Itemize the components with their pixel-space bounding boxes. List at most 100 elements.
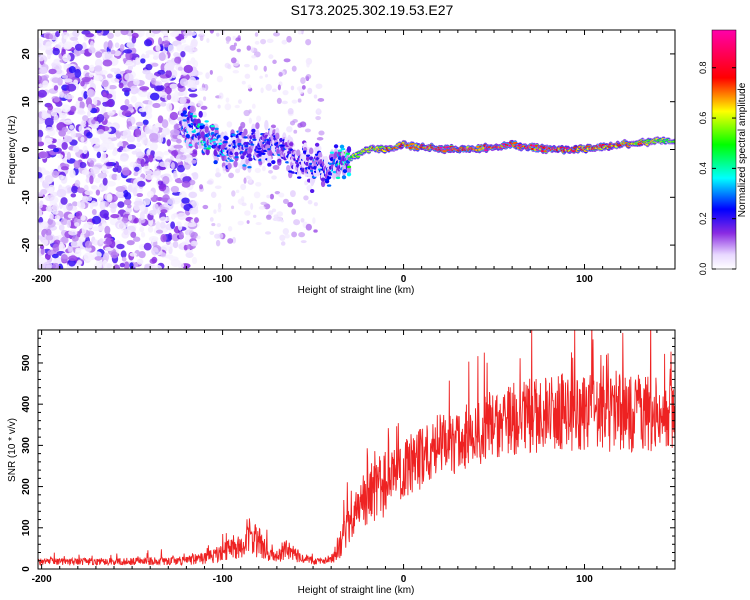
heatmap-cell: [57, 154, 64, 159]
heatmap-cell: [251, 128, 256, 133]
heatmap-cell: [203, 96, 207, 101]
snr-ytick-label: 100: [21, 519, 32, 536]
heatmap-cell: [59, 112, 67, 119]
heatmap-cell: [166, 139, 171, 147]
heatmap-cell: [173, 51, 180, 58]
heatmap-cell: [275, 132, 280, 140]
heatmap-cell: [115, 190, 124, 198]
heatmap-cell: [135, 121, 144, 127]
heatmap-cell: [121, 110, 132, 117]
heatmap-cell: [66, 151, 72, 161]
heatmap-cell: [134, 166, 140, 172]
heatmap-cell: [253, 214, 257, 218]
heatmap-cell: [206, 38, 210, 43]
heatmap-cell: [197, 100, 204, 107]
heatmap-cell: [63, 41, 73, 50]
heatmap-cell: [38, 75, 43, 83]
heatmap-cell: [291, 208, 297, 215]
heatmap-cell: [277, 158, 282, 163]
heatmap-cell: [179, 78, 189, 87]
heatmap-cell: [45, 30, 56, 33]
heatmap-cell: [100, 219, 106, 225]
heatmap-cell: [442, 150, 447, 153]
heatmap-cell: [138, 251, 146, 259]
heatmap-cell: [47, 217, 53, 225]
heatmap-cell: [51, 77, 61, 84]
heatmap-cell: [86, 110, 91, 117]
heatmap-cell: [237, 99, 242, 104]
heatmap-cell: [261, 165, 266, 172]
heatmap-cell: [237, 35, 241, 41]
heatmap-cell: [143, 242, 152, 251]
heatmap-cell: [273, 32, 280, 37]
heatmap-cell: [126, 144, 137, 150]
heatmap-cell: [61, 74, 69, 79]
heatmap-cell: [81, 76, 91, 83]
heatmap-cell: [99, 96, 109, 103]
heatmap-cell: [80, 136, 85, 143]
heatmap-ytick-label: -20: [21, 237, 32, 252]
heatmap-cell: [286, 126, 293, 133]
heatmap-cell: [145, 31, 151, 38]
heatmap-cell: [142, 69, 151, 75]
heatmap-cell: [66, 83, 77, 92]
heatmap-cell: [139, 211, 145, 221]
heatmap-cell: [114, 42, 120, 49]
heatmap-cell: [131, 150, 138, 155]
heatmap-cell: [74, 179, 81, 188]
heatmap-cell: [169, 242, 174, 248]
heatmap-cell: [163, 63, 173, 71]
heatmap-cell: [229, 159, 234, 162]
heatmap-cell: [131, 32, 139, 39]
heatmap-cell: [89, 175, 94, 185]
heatmap-cell: [38, 118, 45, 125]
heatmap-cell: [340, 147, 346, 151]
heatmap-cell: [110, 67, 118, 73]
heatmap-cell: [137, 180, 146, 187]
heatmap-cell: [282, 198, 289, 204]
heatmap-cell: [167, 44, 175, 53]
heatmap-cell: [120, 104, 129, 111]
heatmap-cell: [38, 136, 42, 143]
heatmap-cell: [255, 222, 262, 226]
heatmap-cell: [241, 202, 247, 207]
heatmap-cell: [54, 215, 61, 220]
heatmap-cell: [254, 40, 260, 45]
heatmap-cell: [271, 160, 276, 165]
heatmap-cell: [191, 256, 198, 265]
heatmap-cell: [94, 256, 103, 261]
heatmap-cell: [63, 35, 69, 40]
heatmap-cell: [313, 94, 318, 99]
heatmap-cell: [79, 101, 85, 110]
heatmap-cell: [101, 165, 108, 174]
heatmap-cell: [191, 159, 197, 164]
heatmap-cell: [200, 105, 208, 110]
heatmap-cell: [45, 41, 52, 51]
heatmap-cell: [121, 167, 130, 176]
snr-ytick-label: 0: [21, 566, 32, 572]
heatmap-cell: [293, 129, 298, 134]
heatmap-cell: [56, 188, 67, 198]
figure-title: S173.2025.302.19.53.E27: [291, 2, 454, 18]
heatmap-cell: [213, 209, 217, 214]
heatmap-cell: [124, 192, 132, 201]
heatmap-cell: [301, 85, 306, 90]
heatmap-cell: [125, 51, 133, 60]
heatmap-cell: [61, 126, 68, 133]
heatmap-cell: [264, 74, 268, 78]
heatmap-cell: [197, 71, 203, 76]
heatmap-cell: [80, 49, 85, 55]
heatmap-cell: [95, 189, 101, 196]
heatmap-ytick-label: -10: [21, 190, 32, 205]
heatmap-cell: [164, 86, 172, 95]
heatmap-cell: [83, 64, 90, 71]
heatmap-cell: [140, 231, 146, 238]
heatmap-cell: [148, 209, 157, 216]
heatmap-cell: [342, 169, 348, 174]
heatmap-cell: [123, 228, 129, 236]
heatmap-cell: [70, 36, 79, 42]
heatmap-cell: [85, 177, 91, 183]
heatmap-cell: [297, 176, 302, 179]
heatmap-cell: [158, 183, 167, 192]
